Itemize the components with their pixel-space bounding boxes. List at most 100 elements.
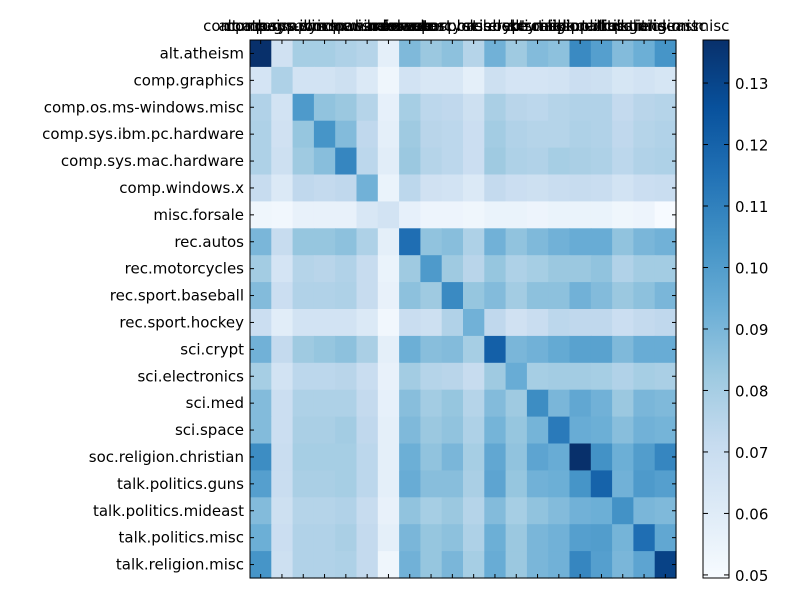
heatmap-cell <box>633 497 656 525</box>
heatmap-cell <box>463 201 485 229</box>
heatmap-cell <box>569 93 592 122</box>
heatmap-cell <box>484 524 507 552</box>
heatmap-cell <box>569 201 592 229</box>
heatmap-cell <box>399 551 421 579</box>
heatmap-cell <box>548 362 571 391</box>
x-tick-label: comp.windows.x <box>305 17 430 35</box>
heatmap-cell <box>377 93 400 122</box>
heatmap-cells <box>250 40 677 579</box>
heatmap-cell <box>590 174 613 202</box>
heatmap-cell <box>505 470 528 498</box>
heatmap-cell <box>250 416 272 445</box>
heatmap-cell <box>356 228 379 256</box>
heatmap-cell <box>250 335 272 364</box>
heatmap-cell <box>377 497 400 525</box>
heatmap-cell <box>548 470 571 498</box>
heatmap-cell <box>612 416 634 445</box>
heatmap-cell <box>569 309 592 337</box>
colorbar-tick-label: 0.07 <box>735 444 768 462</box>
heatmap-cell <box>313 228 336 256</box>
heatmap-cell <box>313 40 336 68</box>
heatmap-cell <box>569 551 592 579</box>
heatmap-cell <box>526 389 549 418</box>
heatmap-cell <box>271 147 294 176</box>
colorbar: 0.05 0.06 0.07 0.08 0.09 0.10 0.11 0.12 0.13 <box>702 39 768 585</box>
x-tick-label: rec.sport.hockey <box>411 17 536 35</box>
heatmap-cell <box>271 551 294 579</box>
heatmap-cell <box>548 120 571 149</box>
y-tick-label: talk.politics.guns <box>117 475 244 493</box>
heatmap-cell <box>377 228 400 256</box>
heatmap-cell <box>590 362 613 391</box>
heatmap-cell <box>250 93 272 122</box>
y-tick-label: talk.religion.misc <box>116 556 244 574</box>
heatmap-cell <box>590 443 613 471</box>
heatmap-cell <box>399 255 421 283</box>
heatmap-cell <box>420 255 443 283</box>
heatmap-cell <box>548 282 571 310</box>
heatmap-cell <box>484 201 507 229</box>
heatmap-cell <box>335 93 358 122</box>
x-tick-label: comp.sys.ibm.pc.hardware <box>224 17 426 35</box>
heatmap-cell <box>612 93 634 122</box>
heatmap-cell <box>292 93 315 122</box>
heatmap-cell <box>590 120 613 149</box>
heatmap-cell <box>548 255 571 283</box>
heatmap-cell <box>505 309 528 337</box>
heatmap-cell <box>335 443 358 471</box>
heatmap-cell <box>526 228 549 256</box>
heatmap-cell <box>292 416 315 445</box>
heatmap-cell <box>271 497 294 525</box>
heatmap-cell <box>463 551 485 579</box>
heatmap-cell <box>463 282 485 310</box>
heatmap-cell <box>590 497 613 525</box>
heatmap-cell <box>654 174 677 202</box>
heatmap-cell <box>654 282 677 310</box>
heatmap-cell <box>420 201 443 229</box>
heatmap-cell <box>250 497 272 525</box>
heatmap-cell <box>250 228 272 256</box>
heatmap-cell <box>250 174 272 202</box>
heatmap-cell <box>569 174 592 202</box>
heatmap-cell <box>335 416 358 445</box>
heatmap-cell <box>271 416 294 445</box>
heatmap-cell <box>335 66 358 95</box>
heatmap-cell <box>377 174 400 202</box>
heatmap-cell <box>313 389 336 418</box>
heatmap-cell <box>399 174 421 202</box>
heatmap-cell <box>548 443 571 471</box>
heatmap-cell <box>399 524 421 552</box>
heatmap-cell <box>313 551 336 579</box>
heatmap-cell <box>250 470 272 498</box>
heatmap-cell <box>356 201 379 229</box>
heatmap-cell <box>633 309 656 337</box>
heatmap-cell <box>271 66 294 95</box>
heatmap-cell <box>313 335 336 364</box>
colorbar-gradient <box>702 39 730 579</box>
heatmap-cell <box>420 309 443 337</box>
heatmap-cell <box>399 362 421 391</box>
heatmap-cell <box>612 551 634 579</box>
heatmap-cell <box>463 228 485 256</box>
heatmap-cell <box>548 228 571 256</box>
heatmap-cell <box>399 497 421 525</box>
colorbar-tick-label: 0.10 <box>735 259 768 277</box>
y-tick-label: sci.space <box>175 421 244 439</box>
heatmap-cell <box>654 309 677 337</box>
heatmap-cell <box>654 470 677 498</box>
heatmap-cell <box>633 443 656 471</box>
heatmap-cell <box>335 551 358 579</box>
heatmap-cell <box>250 255 272 283</box>
y-tick-label: sci.med <box>186 394 244 412</box>
heatmap-cell <box>377 524 400 552</box>
heatmap-cell <box>463 335 485 364</box>
heatmap-cell <box>463 40 485 68</box>
heatmap-cell <box>505 255 528 283</box>
heatmap-cell <box>313 147 336 176</box>
heatmap-cell <box>505 443 528 471</box>
heatmap-cell <box>292 443 315 471</box>
heatmap-cell <box>271 282 294 310</box>
heatmap-cell <box>633 255 656 283</box>
heatmap-cell <box>612 66 634 95</box>
